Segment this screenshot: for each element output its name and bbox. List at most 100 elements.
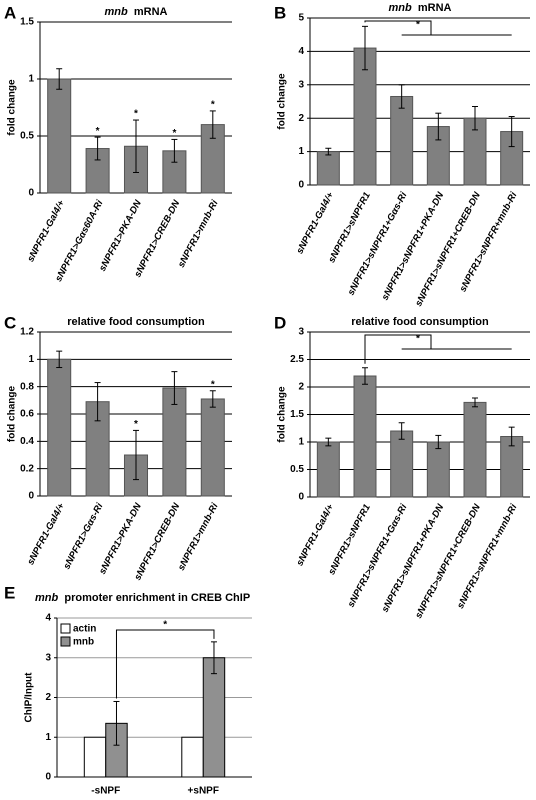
significance-star: * — [96, 126, 100, 137]
category-label: sNPFR1>mnb-Ri — [176, 198, 221, 269]
y-axis-label: fold change — [277, 386, 288, 443]
y-tick-label: 0.5 — [290, 464, 304, 475]
bar — [316, 441, 340, 498]
bar — [426, 441, 450, 498]
category-label: sNPFR1-Gal4/+ — [294, 502, 336, 568]
title-italic: mnb — [389, 2, 413, 14]
category-label: sNPFR1-Gal4/+ — [294, 190, 336, 256]
y-tick-label: 0.6 — [20, 409, 34, 420]
bar — [47, 78, 72, 194]
error-bar — [508, 426, 515, 447]
panel-letter: C — [4, 313, 16, 332]
chart-title: relative food consumption — [67, 316, 205, 328]
category-label: sNPFR1>mnb-Ri — [176, 501, 221, 572]
significance-star: * — [416, 334, 420, 345]
panel-letter: A — [4, 3, 16, 22]
y-tick-label: 4 — [298, 46, 304, 57]
legend-label: mnb — [73, 637, 94, 648]
y-tick-label: 3 — [45, 652, 51, 663]
bar — [181, 736, 204, 778]
category-label: sNPFR1>sNPFR1+PKA-DN — [380, 501, 447, 614]
error-bar — [472, 397, 478, 408]
legend-swatch — [60, 636, 71, 647]
y-tick-label: 0.8 — [20, 381, 34, 392]
y-tick-label: 4 — [45, 613, 51, 624]
title-text: relative food consumption — [351, 316, 489, 328]
chart-title: mnb mRNA — [105, 6, 168, 18]
y-tick-label: 0 — [28, 491, 34, 502]
y-tick-label: 0 — [28, 188, 34, 199]
bracket — [364, 334, 432, 364]
y-tick-label: 0.2 — [20, 463, 34, 474]
error-bar — [398, 422, 405, 440]
error-bar — [113, 700, 120, 746]
significance-star: * — [134, 109, 138, 120]
bar — [200, 398, 225, 497]
category-label: sNPFR1>sNPFR1+CREB-DN — [413, 189, 483, 308]
y-tick-label: 2 — [45, 692, 51, 703]
significance-star: * — [416, 20, 420, 31]
chart-title: mnb mRNA — [389, 2, 452, 14]
bar — [390, 430, 414, 498]
bracket — [115, 629, 215, 699]
y-tick-label: 0 — [298, 492, 304, 503]
title-text: promoter enrichment in CREB ChIP — [64, 592, 250, 604]
category-label: sNPFR1>PKA-DN — [97, 197, 144, 273]
error-bar — [56, 68, 63, 90]
category-label: +sNPF — [188, 786, 219, 797]
error-bar — [325, 437, 332, 447]
category-label: sNPFR1-Gal4/+ — [25, 198, 67, 264]
y-axis-label: fold change — [7, 386, 18, 443]
category-label: sNPFR1>sNPFR1+PKA-DN — [380, 189, 447, 302]
panel-letter: E — [4, 583, 15, 602]
title-italic: mnb — [35, 592, 59, 604]
legend-swatch — [60, 623, 71, 634]
chart-title: relative food consumption — [351, 316, 489, 328]
y-tick-label: 1.5 — [290, 409, 304, 420]
significance-star: * — [134, 419, 138, 430]
error-bar — [435, 434, 442, 450]
error-bar — [362, 367, 368, 385]
error-bar — [472, 106, 478, 131]
error-bar — [209, 390, 216, 408]
y-tick-label: 1 — [45, 732, 51, 743]
y-tick-label: 1 — [28, 354, 34, 365]
category-label: sNPFR1>Gαs-Ri — [61, 501, 105, 571]
bracket — [364, 20, 432, 35]
y-axis-label: fold change — [277, 73, 288, 130]
error-bar — [133, 119, 139, 173]
error-bar — [94, 136, 101, 161]
panel-letter: B — [274, 3, 286, 22]
significance-star: * — [163, 620, 167, 631]
error-bar — [362, 25, 368, 71]
bar — [47, 358, 72, 497]
error-bar — [171, 138, 178, 163]
error-bar — [398, 84, 405, 109]
category-label: sNPFR1-Gal4/+ — [25, 501, 67, 567]
y-tick-label: 1 — [298, 146, 304, 157]
error-bar — [209, 110, 216, 139]
category-label: -sNPF — [91, 786, 120, 797]
bar — [202, 657, 226, 778]
y-tick-label: 0.4 — [20, 436, 34, 447]
panel-letter: D — [274, 313, 286, 332]
legend-label: actin — [73, 624, 96, 635]
y-tick-label: 0.5 — [20, 131, 34, 142]
y-tick-label: 2 — [298, 113, 304, 124]
y-tick-label: 1.5 — [20, 17, 34, 28]
chart-title: mnb promoter enrichment in CREB ChIP — [35, 592, 250, 604]
bar — [353, 375, 377, 498]
y-axis-label: ChIP/Input — [24, 672, 35, 723]
category-label: sNPFR1>sNPFR1+CREB-DN — [413, 501, 483, 620]
error-bar — [94, 382, 101, 422]
significance-star: * — [211, 100, 215, 111]
bar — [463, 401, 487, 498]
y-tick-label: 3 — [298, 79, 304, 90]
y-tick-label: 1 — [28, 74, 34, 85]
y-tick-label: 5 — [298, 13, 304, 24]
y-tick-label: 2.5 — [290, 354, 304, 365]
error-bar — [325, 147, 332, 156]
y-tick-label: 0 — [298, 180, 304, 191]
